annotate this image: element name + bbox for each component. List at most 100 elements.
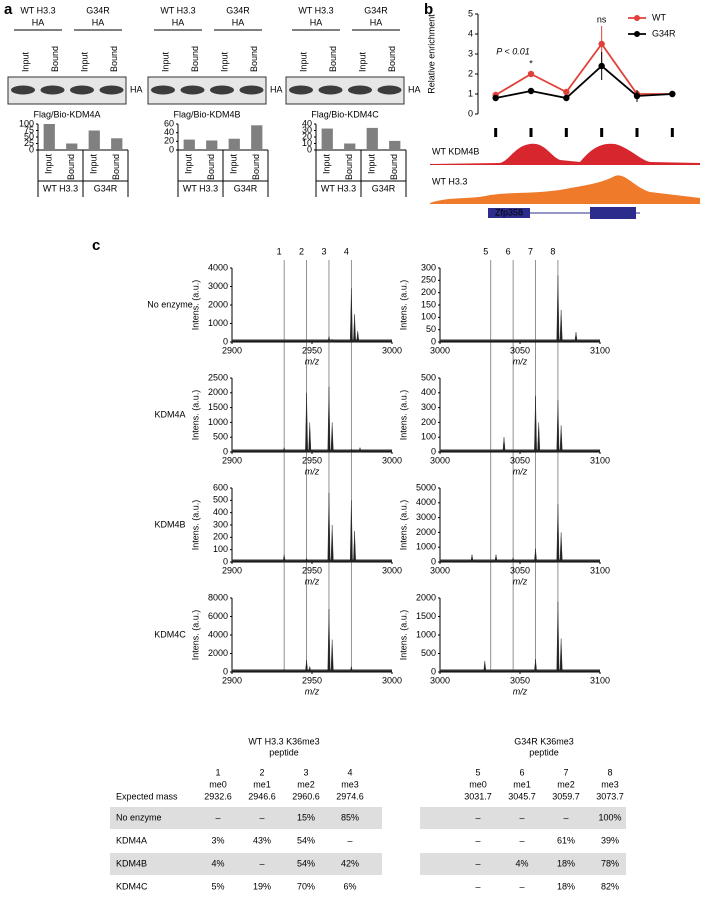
spectrum-peak: [349, 448, 353, 453]
y-tick-label: 4: [468, 28, 473, 38]
x-tick-label: 2950: [302, 565, 322, 575]
x-axis-label: m/z: [305, 466, 320, 476]
bar: [111, 138, 123, 150]
x-tick-label: 3100: [590, 455, 610, 465]
condition-label: KDM4A: [154, 409, 185, 419]
table-cell: 3073.7: [596, 791, 624, 801]
table-cell: me3: [341, 779, 359, 789]
table-cell: 3031.7: [464, 791, 492, 801]
spectrum-peak: [327, 492, 331, 563]
table-cell: –: [347, 835, 352, 845]
table-cell: me3: [601, 779, 619, 789]
spectrum-peak: [327, 386, 331, 453]
marker: [598, 40, 605, 48]
y-axis-label: Intens. (a.u.): [398, 610, 408, 661]
y-tick-label: 1000: [416, 629, 436, 639]
group-name: WT H3.3: [160, 5, 195, 15]
y-tick-label: 1000: [416, 542, 436, 552]
annotation: *: [529, 58, 533, 68]
spectrum-peak: [282, 668, 286, 673]
y-tick-label: 3: [468, 48, 473, 58]
condition-label: No enzyme: [147, 299, 193, 309]
band-label: HA: [408, 84, 421, 94]
spectrum-peak: [305, 557, 309, 563]
spectrum-peak: [534, 548, 537, 563]
spectrum-peak: [327, 336, 331, 343]
peak-number: 4: [344, 246, 349, 256]
x-axis-label: m/z: [305, 576, 320, 586]
spectrum-peak: [349, 666, 353, 673]
y-tick-label: 600: [213, 482, 228, 492]
table-cell: 70%: [297, 881, 315, 891]
x-tick-label: 3000: [430, 455, 450, 465]
table-row-label: No enzyme: [116, 812, 162, 822]
lane-label: Input: [298, 51, 308, 72]
x-axis-label: m/z: [305, 356, 320, 366]
group-label: G34R: [94, 183, 118, 193]
peak-number: 7: [528, 246, 533, 256]
y-axis-label: Intens. (a.u.): [398, 280, 408, 331]
spectrum-peak: [556, 400, 560, 453]
x-tick-label: Input: [367, 154, 377, 175]
y-tick-label: 1500: [416, 611, 436, 621]
marker: [563, 88, 570, 96]
x-axis-label: m/z: [513, 356, 528, 366]
table-cell: –: [563, 812, 568, 822]
blot-band: [377, 85, 402, 95]
spectrum-peak: [494, 554, 498, 563]
spectrum-peak: [330, 422, 334, 453]
row-band: [420, 807, 626, 829]
lane-label: Input: [20, 51, 30, 72]
table-title: WT H3.3 K36me3: [248, 736, 319, 746]
blot-band: [180, 85, 205, 95]
y-tick-label: 0: [431, 666, 436, 676]
y-tick-label: 300: [421, 402, 436, 412]
spectrum-peak: [559, 425, 563, 453]
x-axis-label: m/z: [513, 466, 528, 476]
table-cell: 2932.6: [204, 791, 232, 801]
primer-mark: [600, 128, 604, 137]
table-cell: 7: [563, 767, 568, 777]
row-band: [420, 853, 626, 875]
primer-mark: [529, 128, 533, 137]
spectrum-peak: [330, 524, 334, 563]
x-tick-label: Input: [322, 154, 332, 175]
y-axis-label: Intens. (a.u.): [190, 390, 200, 441]
x-tick-label: Input: [44, 154, 54, 175]
bar: [321, 128, 333, 150]
track-signal: [430, 143, 700, 165]
primer-mark: [494, 128, 498, 137]
x-axis-label: m/z: [513, 686, 528, 696]
spectrum-peak: [556, 504, 560, 563]
table-cell: –: [519, 812, 524, 822]
y-tick-label: 500: [421, 648, 436, 658]
y-axis-label: Intens. (a.u.): [398, 390, 408, 441]
series-line: [495, 42, 673, 96]
lane-label: Input: [357, 51, 367, 72]
track-signal: [430, 175, 700, 204]
y-tick-label: 400: [213, 507, 228, 517]
y-axis-label: Intens. (a.u.): [190, 610, 200, 661]
x-tick-label: 3000: [430, 565, 450, 575]
y-tick-label: 0: [307, 144, 312, 154]
table-row-label: KDM4B: [116, 858, 147, 868]
bar: [228, 138, 240, 150]
y-tick-label: 200: [421, 417, 436, 427]
x-tick-label: 2950: [302, 455, 322, 465]
table-cell: 78%: [601, 858, 619, 868]
table-cell: 15%: [297, 812, 315, 822]
y-axis-label: Intens. (a.u.): [190, 500, 200, 551]
marker: [633, 92, 641, 100]
x-tick-label: 2900: [222, 675, 242, 685]
y-tick-label: 5000: [416, 482, 436, 492]
table-cell: 5%: [211, 881, 224, 891]
table-cell: 18%: [557, 858, 575, 868]
x-tick-label: Input: [89, 154, 99, 175]
spectrum-peak: [470, 554, 474, 563]
group-label: G34R: [372, 183, 396, 193]
table-cell: 2: [259, 767, 264, 777]
y-tick-label: 1000: [208, 318, 228, 328]
table-cell: me1: [253, 779, 271, 789]
bar: [88, 130, 100, 150]
table-cell: 2974.6: [336, 791, 364, 801]
